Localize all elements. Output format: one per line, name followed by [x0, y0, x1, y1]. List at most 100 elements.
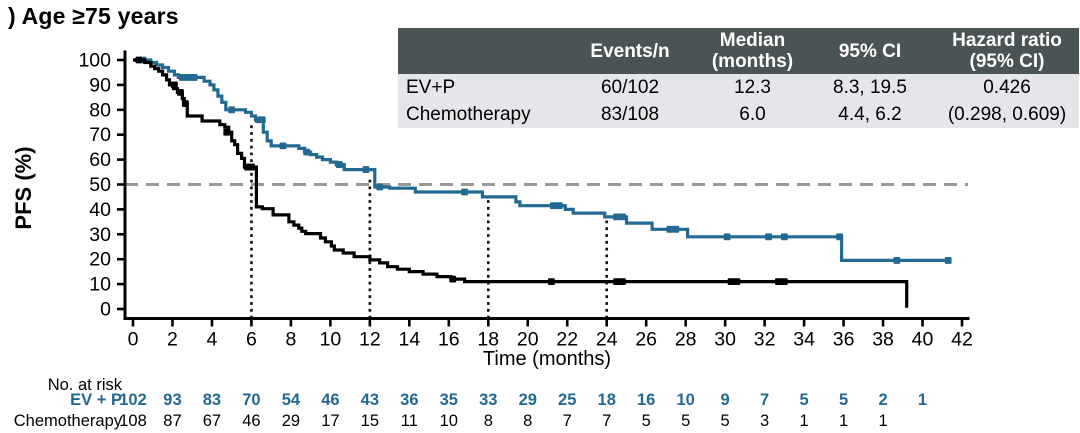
risk-value: 1: [838, 412, 849, 430]
x-tick-label: 12: [359, 329, 381, 351]
stats-evp-ci: 8.3, 19.5: [805, 74, 935, 101]
stats-row-evp: EV+P 60/102 12.3 8.3, 19.5 0.426: [398, 74, 1079, 101]
censor-mark: [944, 257, 952, 264]
censor-mark: [548, 278, 555, 286]
y-tick-label: 30: [89, 224, 111, 246]
stats-chemo-median: 6.0: [700, 101, 805, 128]
x-tick-label: 24: [596, 329, 618, 351]
censor-mark: [555, 202, 563, 210]
x-tick-label: 20: [517, 329, 539, 351]
risk-value: 11: [400, 412, 418, 430]
x-tick-label: 4: [207, 329, 218, 351]
censor-mark: [666, 225, 674, 233]
risk-row-evp: EV + P 102 93 83 70 54 46 43 36 35 33 29 25 18 16 10 9 7…: [0, 391, 1080, 409]
risk-value: 29: [518, 391, 537, 409]
x-tick-label: 6: [246, 329, 257, 351]
censor-mark: [279, 142, 287, 150]
risk-value: 7: [760, 391, 770, 409]
stats-chemo-hr: (0.298, 0.609): [935, 101, 1079, 128]
risk-value: 87: [163, 412, 182, 430]
censor-mark: [550, 202, 557, 210]
y-tick-label: 20: [89, 249, 111, 271]
risk-row-evp-label: EV + P: [70, 391, 122, 409]
censor-mark: [176, 88, 184, 96]
risk-value: 5: [720, 412, 730, 430]
stats-chemo-events: 83/108: [560, 101, 700, 128]
stats-table: Events/n Median (months) 95% CI Hazard r…: [398, 28, 1079, 128]
censor-mark: [184, 74, 192, 81]
risk-row-chemo-label: Chemotherapy: [13, 412, 122, 430]
censor-mark: [449, 275, 457, 283]
censor-mark: [672, 225, 680, 233]
censor-mark: [258, 116, 266, 124]
stats-evp-label: EV+P: [398, 74, 560, 101]
censor-mark: [303, 148, 311, 156]
risk-value: 54: [281, 391, 301, 409]
censor-mark: [135, 56, 143, 64]
risk-value: 16: [637, 391, 656, 409]
x-tick-label: 34: [793, 329, 815, 351]
x-tick-label: 30: [714, 329, 736, 351]
censor-mark: [775, 278, 782, 286]
risk-value: 7: [602, 412, 612, 430]
censor-mark: [727, 278, 735, 286]
x-tick-label: 2: [167, 329, 178, 351]
x-tick-label: 36: [833, 329, 855, 351]
risk-value: 83: [202, 391, 222, 409]
censor-mark: [171, 81, 178, 89]
y-tick-label: 50: [89, 174, 111, 196]
stats-evp-median: 12.3: [700, 74, 805, 101]
risk-value: 93: [163, 391, 182, 409]
censor-mark: [619, 278, 626, 286]
risk-value: 1: [878, 412, 888, 430]
x-tick-label: 22: [556, 329, 578, 351]
risk-value: 43: [360, 391, 380, 409]
censor-mark: [362, 166, 370, 173]
risk-value: 29: [281, 412, 301, 430]
y-tick-label: 90: [89, 74, 111, 96]
stats-header-blank: [398, 28, 560, 74]
x-tick-label: 8: [285, 329, 296, 351]
censor-mark: [733, 278, 741, 286]
stats-header-events: Events/n: [560, 28, 700, 74]
censor-mark: [223, 128, 231, 136]
censor-mark: [613, 213, 620, 221]
censor-mark: [893, 257, 901, 264]
x-tick-label: 42: [951, 329, 973, 351]
risk-value: 36: [400, 391, 419, 409]
x-tick-label: 10: [320, 329, 342, 351]
stats-header-row: Events/n Median (months) 95% CI Hazard r…: [398, 28, 1079, 74]
stats-chemo-ci: 4.4, 6.2: [805, 101, 935, 128]
stats-evp-hr: 0.426: [935, 74, 1079, 101]
risk-value: 8: [523, 412, 533, 430]
risk-value: 2: [878, 391, 888, 409]
y-tick-label: 60: [89, 149, 111, 171]
risk-value: 35: [439, 391, 458, 409]
x-tick-label: 18: [477, 329, 499, 351]
censor-mark: [780, 233, 788, 241]
y-tick-label: 0: [100, 299, 111, 321]
axes: [123, 50, 970, 320]
stats-chemo-label: Chemotherapy: [398, 101, 560, 128]
censor-mark: [619, 213, 626, 221]
risk-value: 3: [760, 412, 770, 430]
risk-value: 5: [681, 412, 691, 430]
x-tick-label: 14: [398, 329, 420, 351]
risk-value: 108: [119, 412, 147, 430]
censor-mark: [613, 278, 620, 286]
risk-table-title: No. at risk: [47, 376, 122, 394]
censor-mark: [836, 233, 844, 241]
x-tick-label: 26: [635, 329, 657, 351]
censor-mark: [723, 233, 731, 241]
page-title: ) Age ≥75 years: [8, 3, 179, 29]
risk-value: 10: [439, 412, 458, 430]
censor-mark: [780, 278, 788, 286]
risk-value: 1: [917, 391, 928, 409]
risk-value: 1: [799, 412, 809, 430]
risk-value: 33: [479, 391, 498, 409]
risk-value: 70: [242, 391, 261, 409]
risk-value: 9: [720, 391, 730, 409]
y-tick-label: 100: [78, 50, 111, 72]
